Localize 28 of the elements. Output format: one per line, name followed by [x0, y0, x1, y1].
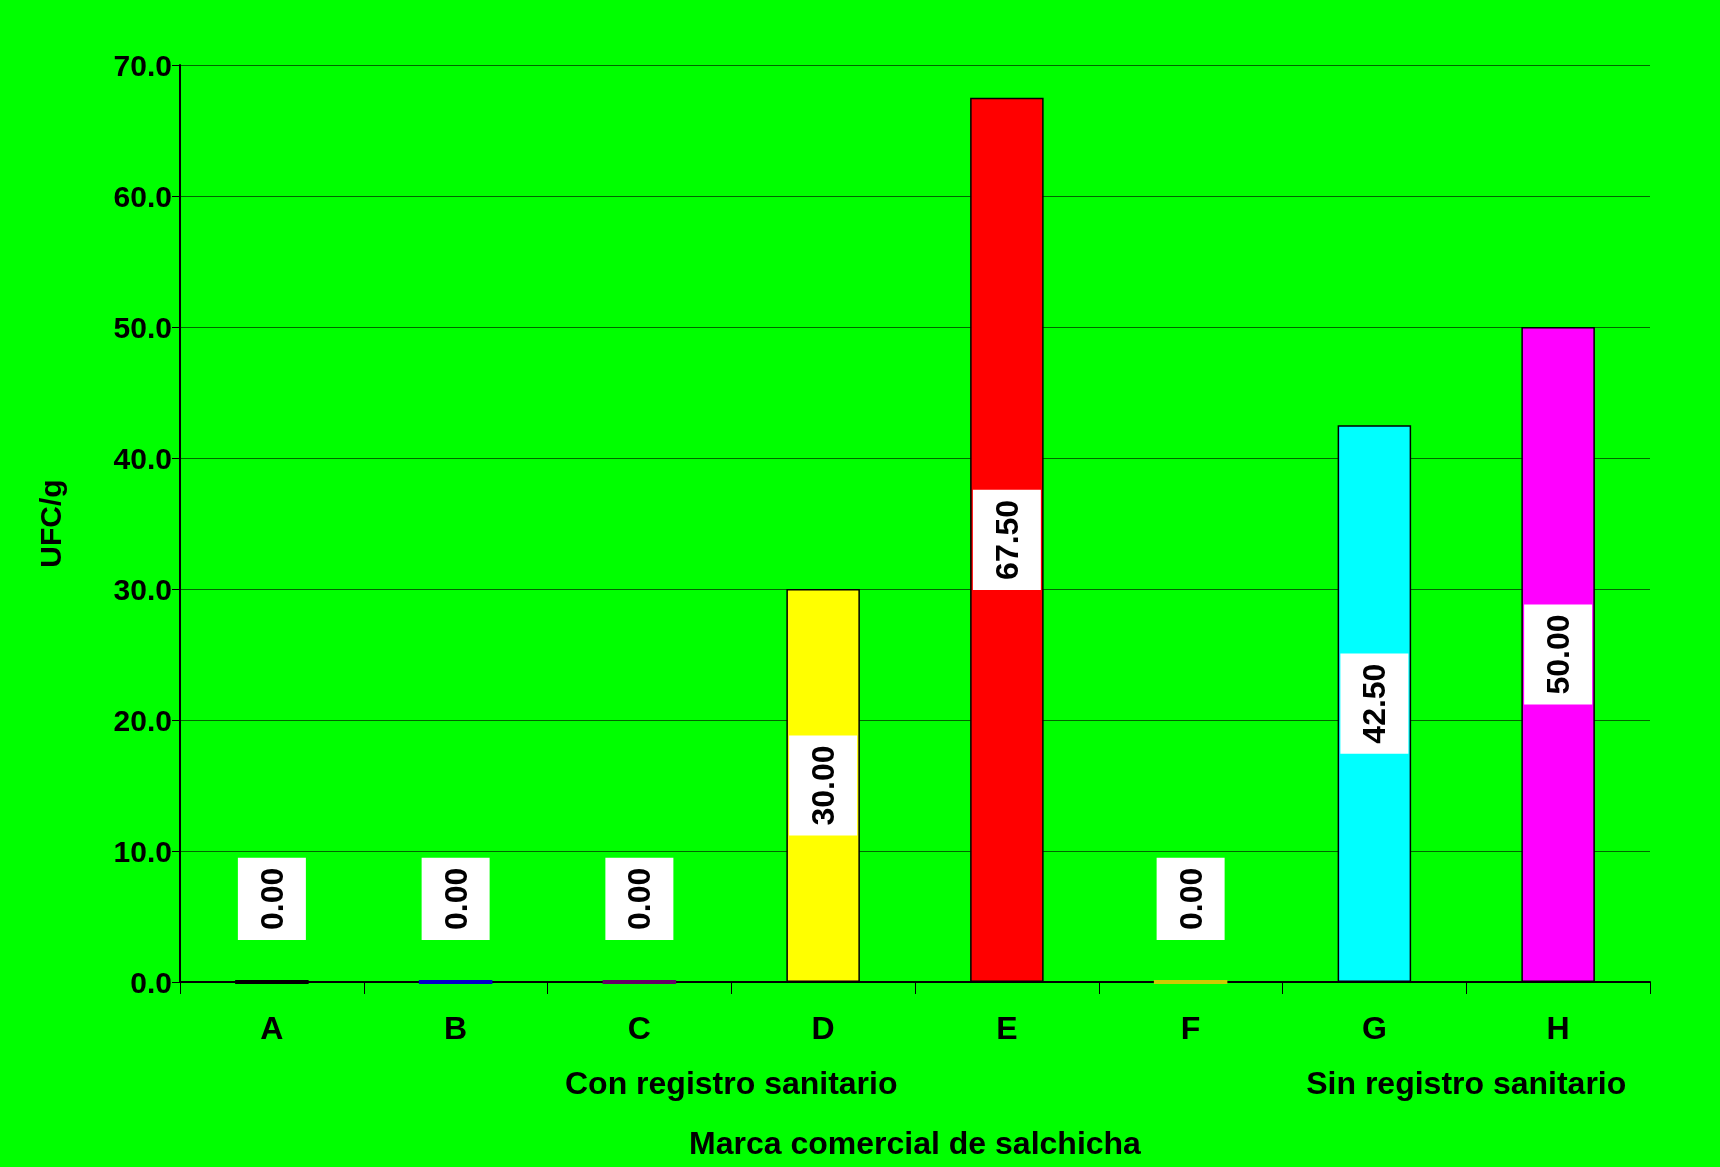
data-label: 0.00	[253, 867, 290, 930]
x-tick-label: E	[996, 1010, 1018, 1046]
data-label: 30.00	[805, 745, 842, 826]
x-axis-title: Marca comercial de salchicha	[689, 1125, 1142, 1161]
data-label: 50.00	[1540, 614, 1577, 695]
x-tick-label: A	[260, 1010, 284, 1046]
data-label: 0.00	[437, 867, 474, 930]
x-tick-label: C	[627, 1010, 651, 1046]
data-label: 0.00	[621, 867, 658, 930]
y-tick-label: 40.0	[113, 441, 172, 475]
x-tick-label: D	[811, 1010, 835, 1046]
x-tick-label: H	[1546, 1010, 1570, 1046]
y-tick-label: 70.0	[113, 48, 172, 82]
y-tick-label: 30.0	[113, 572, 172, 606]
text: Con registro sanitario	[565, 1065, 898, 1101]
y-tick-label: 50.0	[113, 310, 172, 344]
y-tick-label: 0.0	[130, 965, 172, 999]
data-label: 67.50	[988, 499, 1025, 580]
data-label: 42.50	[1356, 663, 1393, 744]
x-tick-label: B	[444, 1010, 468, 1046]
y-tick-label: 60.0	[113, 179, 172, 213]
x-tick-label: F	[1180, 1010, 1201, 1046]
y-axis-title: UFC/g	[33, 479, 67, 568]
text: Sin registro sanitario	[1306, 1065, 1627, 1101]
x-tick-label: G	[1361, 1010, 1387, 1046]
y-tick-label: 10.0	[113, 834, 172, 868]
data-label: 0.00	[1172, 867, 1209, 930]
y-tick-label: 20.0	[113, 703, 172, 737]
